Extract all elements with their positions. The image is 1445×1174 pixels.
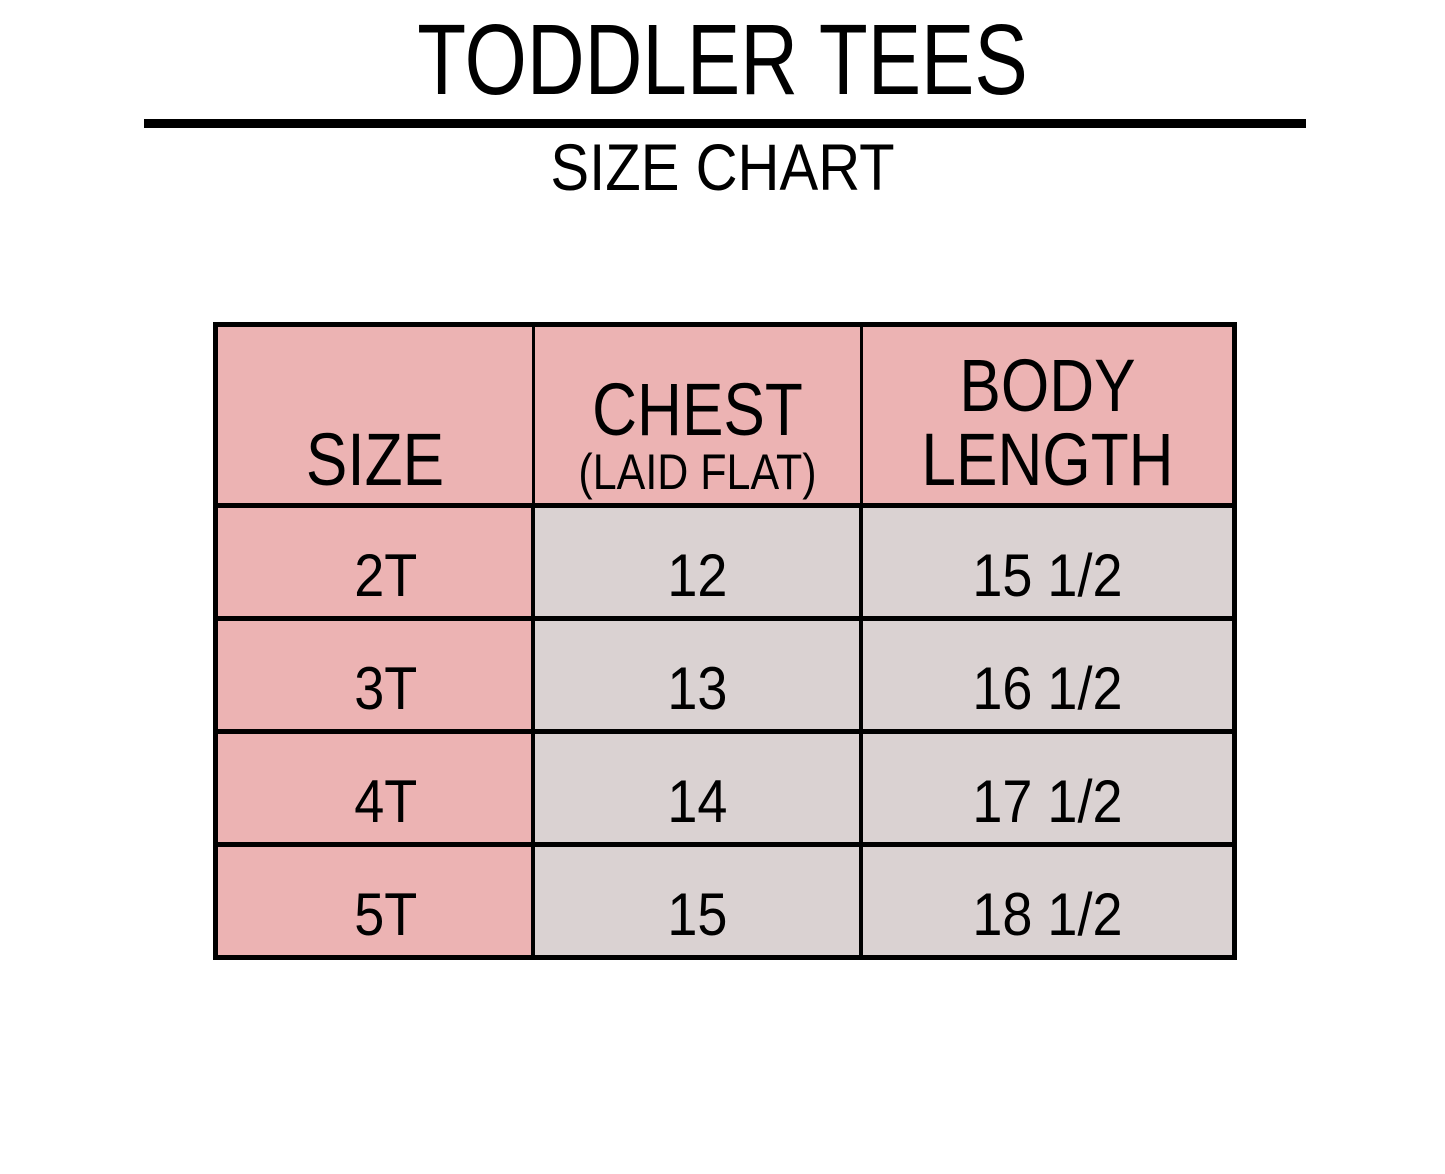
column-header-body-length: BODY LENGTH (863, 322, 1237, 508)
cell-size-value: 3T (354, 655, 418, 722)
column-header-chest-sublabel: (LAID FLAT) (578, 444, 817, 500)
cell-body-length: 16 1/2 (863, 621, 1237, 734)
cell-body-length: 15 1/2 (863, 508, 1237, 621)
table-row: 5T 15 18 1/2 (213, 847, 1237, 960)
cell-body-length-value: 18 1/2 (972, 881, 1123, 948)
cell-chest-value: 12 (666, 542, 728, 609)
cell-size: 2T (213, 508, 535, 621)
cell-chest: 12 (535, 508, 863, 621)
cell-chest-value: 13 (666, 655, 728, 722)
title-divider-rule (144, 119, 1306, 128)
page-subtitle: SIZE CHART (550, 130, 895, 204)
column-header-size-label: SIZE (305, 418, 445, 502)
cell-body-length-value: 15 1/2 (972, 542, 1123, 609)
size-chart-table-container: SIZE CHEST (LAID FLAT) BODY LENGTH 2T 12 (213, 322, 1237, 960)
cell-chest: 14 (535, 734, 863, 847)
cell-size: 4T (213, 734, 535, 847)
column-header-body-length-line1: BODY (959, 344, 1136, 428)
cell-size: 5T (213, 847, 535, 960)
cell-size-value: 4T (354, 768, 418, 835)
cell-body-length: 18 1/2 (863, 847, 1237, 960)
column-header-body-length-line2: LENGTH (921, 418, 1174, 501)
table-row: 3T 13 16 1/2 (213, 621, 1237, 734)
cell-chest: 15 (535, 847, 863, 960)
column-header-chest-label: CHEST (592, 368, 803, 452)
cell-body-length-value: 17 1/2 (972, 768, 1123, 835)
size-chart-table: SIZE CHEST (LAID FLAT) BODY LENGTH 2T 12 (213, 322, 1237, 960)
page-title: TODDLER TEES (417, 4, 1028, 116)
cell-body-length-value: 16 1/2 (972, 655, 1123, 722)
table-header-row: SIZE CHEST (LAID FLAT) BODY LENGTH (213, 322, 1237, 508)
column-header-size: SIZE (213, 322, 535, 508)
cell-chest-value: 14 (666, 768, 728, 835)
column-header-chest: CHEST (LAID FLAT) (535, 322, 863, 508)
cell-size-value: 2T (354, 542, 418, 609)
cell-chest-value: 15 (666, 881, 728, 948)
table-row: 4T 14 17 1/2 (213, 734, 1237, 847)
cell-body-length: 17 1/2 (863, 734, 1237, 847)
cell-size: 3T (213, 621, 535, 734)
cell-chest: 13 (535, 621, 863, 734)
cell-size-value: 5T (354, 881, 418, 948)
table-row: 2T 12 15 1/2 (213, 508, 1237, 621)
